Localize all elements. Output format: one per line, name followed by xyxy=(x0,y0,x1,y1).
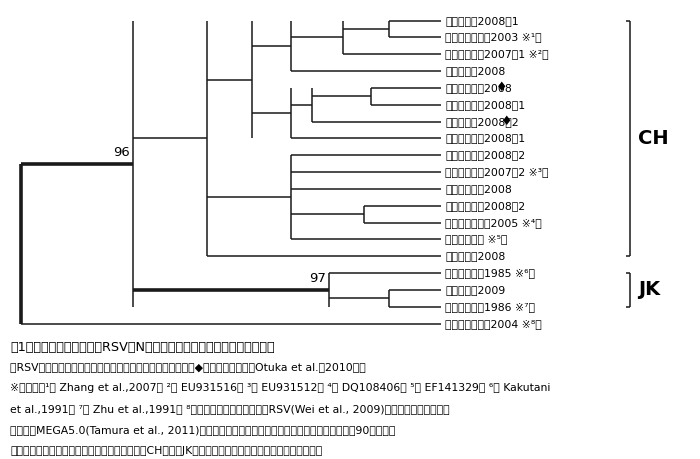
Text: 各RSVサンプル名はその採集地、由来および採集年を示す。◆は海外飛来性虫（Otuka et al.，2010）。: 各RSVサンプル名はその採集地、由来および採集年を示す。◆は海外飛来性虫（Otu… xyxy=(10,362,366,372)
Text: 福岡採集虫2008: 福岡採集虫2008 xyxy=(445,66,505,76)
Text: ♦: ♦ xyxy=(496,82,507,95)
Text: 栃木採集虫2009: 栃木採集虫2009 xyxy=(445,285,505,295)
Text: et al.,1991、 ⁷） Zhu et al.,1991。 ⁸）外群として中国雲南省のRSV(Wei et al., 2009)を用いた。分子系統樹: et al.,1991、 ⁷） Zhu et al.,1991。 ⁸）外群として… xyxy=(10,404,450,414)
Text: の作成はMEGA5.0(Tamura et al., 2011)を用いて近隣接合法で行った。分子系統樹中の太線は90％以上の: の作成はMEGA5.0(Tamura et al., 2011)を用いて近隣接合… xyxy=(10,425,396,435)
Text: 東京缹病イネ1986 ※⁷⧟: 東京缹病イネ1986 ※⁷⧟ xyxy=(445,302,536,312)
Text: 長崎採集虫2008: 長崎採集虫2008 xyxy=(445,251,505,261)
Text: 埼玉缹病イネ1985 ※⁶⧟: 埼玉缹病イネ1985 ※⁶⧟ xyxy=(445,268,536,278)
Text: 長崎缹病イネ2008－1: 長崎缹病イネ2008－1 xyxy=(445,100,525,110)
Text: 浙江省缹病イネ2003 ※¹⧟: 浙江省缹病イネ2003 ※¹⧟ xyxy=(445,33,542,43)
Text: 図1．　日本および中国のRSVのN遣伝子の塔基配列に基づく分子系統樹: 図1． 日本および中国のRSVのN遣伝子の塔基配列に基づく分子系統樹 xyxy=(10,341,275,353)
Text: 熊本採集虫2008－1: 熊本採集虫2008－1 xyxy=(445,16,519,26)
Text: 中国缹病イネ2007－2 ※³⧟: 中国缹病イネ2007－2 ※³⧟ xyxy=(445,167,549,177)
Text: ※は既報（¹） Zhang et al.,2007、 ²） EU931516、 ³） EU931512、 ⁴） DQ108406、 ⁵） EF141329、 ⁶: ※は既報（¹） Zhang et al.,2007、 ²） EU931516、 … xyxy=(10,383,551,393)
Text: 江蓰省採集虫2008－1: 江蓰省採集虫2008－1 xyxy=(445,134,525,144)
Text: 江蓰省採集虫2008－2: 江蓰省採集虫2008－2 xyxy=(445,201,525,211)
Text: 中国缹病イネ2007－1 ※²⧟: 中国缹病イネ2007－1 ※²⧟ xyxy=(445,49,549,59)
Text: 鹿児島採集虫2008: 鹿児島採集虫2008 xyxy=(445,83,512,93)
Text: 96: 96 xyxy=(113,146,130,159)
Text: 熊本採集虫2008－2: 熊本採集虫2008－2 xyxy=(445,117,519,127)
Text: CH: CH xyxy=(638,129,669,148)
Text: 中国缹病イネ ※⁵⧟: 中国缹病イネ ※⁵⧟ xyxy=(445,235,507,245)
Text: ブートストラップ値で支持される分岐を示す。CHおよびJKは、大別される２つのクラスター名を示す。: ブートストラップ値で支持される分岐を示す。CHおよびJKは、大別される２つのクラ… xyxy=(10,446,323,456)
Text: 97: 97 xyxy=(309,272,326,285)
Text: ♦: ♦ xyxy=(501,115,512,128)
Text: 雲南省缹病イネ2004 ※⁸⧟: 雲南省缹病イネ2004 ※⁸⧟ xyxy=(445,319,542,329)
Text: 長崎缹病イネ2008－2: 長崎缹病イネ2008－2 xyxy=(445,150,525,160)
Text: JK: JK xyxy=(638,280,661,299)
Text: 浙江省採集虫2008: 浙江省採集虫2008 xyxy=(445,184,512,194)
Text: 山東省缹病イネ2005 ※⁴⧟: 山東省缹病イネ2005 ※⁴⧟ xyxy=(445,218,542,228)
